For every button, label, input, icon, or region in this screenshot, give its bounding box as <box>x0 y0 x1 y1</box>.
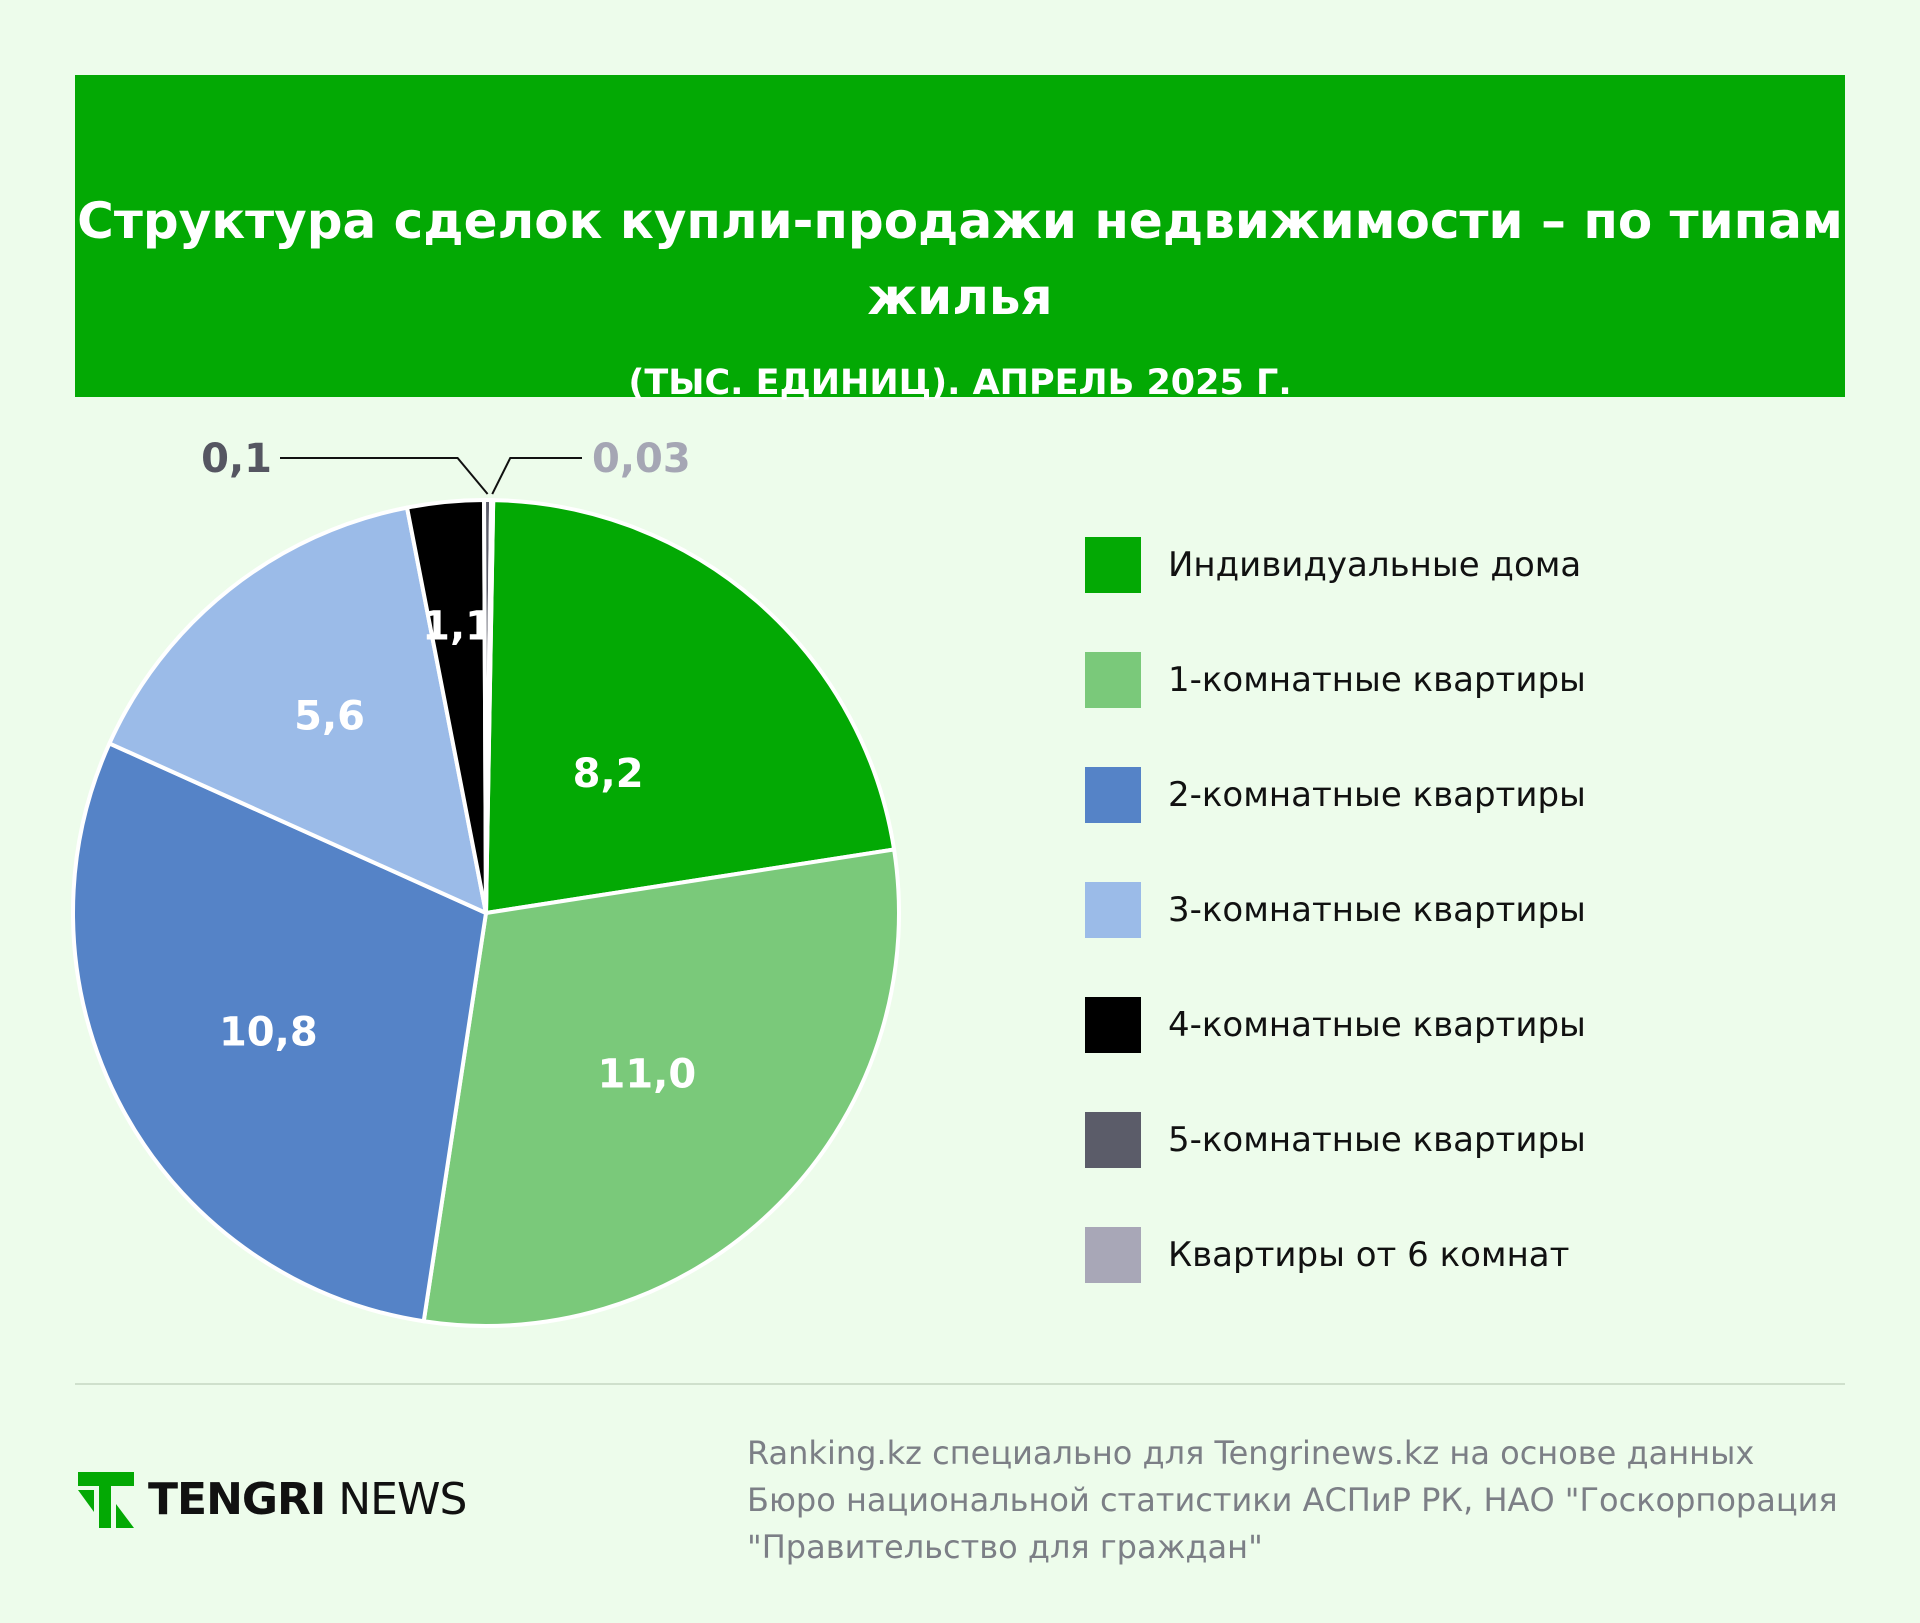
legend-swatch <box>1085 1111 1141 1168</box>
pie-slice-3 <box>71 741 488 1324</box>
legend-item-7: Квартиры от 6 комнат <box>1085 1226 1586 1283</box>
chart-title: Структура сделок купли-продажи недвижимо… <box>77 192 1843 326</box>
pie-slice-7 <box>484 498 496 915</box>
legend-item-4: 3-комнатные квартиры <box>1085 881 1586 938</box>
header-banner: Структура сделок купли-продажи недвижимо… <box>75 75 1845 403</box>
legend-item-2: 1-комнатные квартиры <box>1085 651 1586 708</box>
logo-brand-light: NEWS <box>338 1474 467 1525</box>
logo-mark-icon <box>78 1472 134 1528</box>
data-label-6: 0,1 <box>201 436 272 482</box>
legend: Индивидуальные дома 1-комнатные квартиры 2… <box>1085 536 1586 1341</box>
data-label-2: 11,0 <box>598 1051 697 1097</box>
legend-swatch <box>1085 881 1141 938</box>
legend-swatch <box>1085 651 1141 708</box>
leader-line-7 <box>491 457 582 495</box>
legend-label: Индивидуальные дома <box>1168 544 1582 585</box>
legend-label: 4-комнатные квартиры <box>1168 1004 1586 1045</box>
legend-label: 1-комнатные квартиры <box>1168 659 1586 700</box>
legend-item-3: 2-комнатные квартиры <box>1085 766 1586 823</box>
pie-slice-1 <box>484 498 897 915</box>
legend-swatch <box>1085 996 1141 1053</box>
data-label-3: 10,8 <box>219 1009 318 1055</box>
data-label-7: 0,03 <box>592 436 691 482</box>
data-label-5: 1,1 <box>422 603 493 649</box>
legend-label: 3-комнатные квартиры <box>1168 889 1586 930</box>
pie-chart: 8,2 11,0 10,8 5,6 1,1 0,1 0,03 <box>71 436 901 1328</box>
logo-wordmark: TENGRI NEWS <box>148 1474 467 1526</box>
source-note: Ranking.kz специально для Tengrinews.kz … <box>747 1434 1838 1566</box>
pie-slice-2 <box>421 847 901 1328</box>
leader-line-6 <box>280 457 489 495</box>
logo-brand-bold: TENGRI <box>148 1474 326 1525</box>
legend-swatch <box>1085 766 1141 823</box>
legend-swatch <box>1085 536 1141 593</box>
legend-label: 5-комнатные квартиры <box>1168 1119 1586 1160</box>
legend-item-6: 5-комнатные квартиры <box>1085 1111 1586 1168</box>
legend-label: 2-комнатные квартиры <box>1168 774 1586 815</box>
divider <box>75 1383 1845 1385</box>
legend-item-1: Индивидуальные дома <box>1085 536 1586 593</box>
data-label-1: 8,2 <box>573 751 644 797</box>
pie-slice-4 <box>107 505 488 915</box>
chart-subtitle: (ТЫС. ЕДИНИЦ). АПРЕЛЬ 2025 Г. <box>628 363 1292 403</box>
legend-swatch <box>1085 1226 1141 1283</box>
legend-item-5: 4-комнатные квартиры <box>1085 996 1586 1053</box>
tengri-news-logo: TENGRI NEWS <box>78 1470 498 1530</box>
legend-label: Квартиры от 6 комнат <box>1168 1234 1570 1275</box>
data-label-4: 5,6 <box>294 694 365 740</box>
